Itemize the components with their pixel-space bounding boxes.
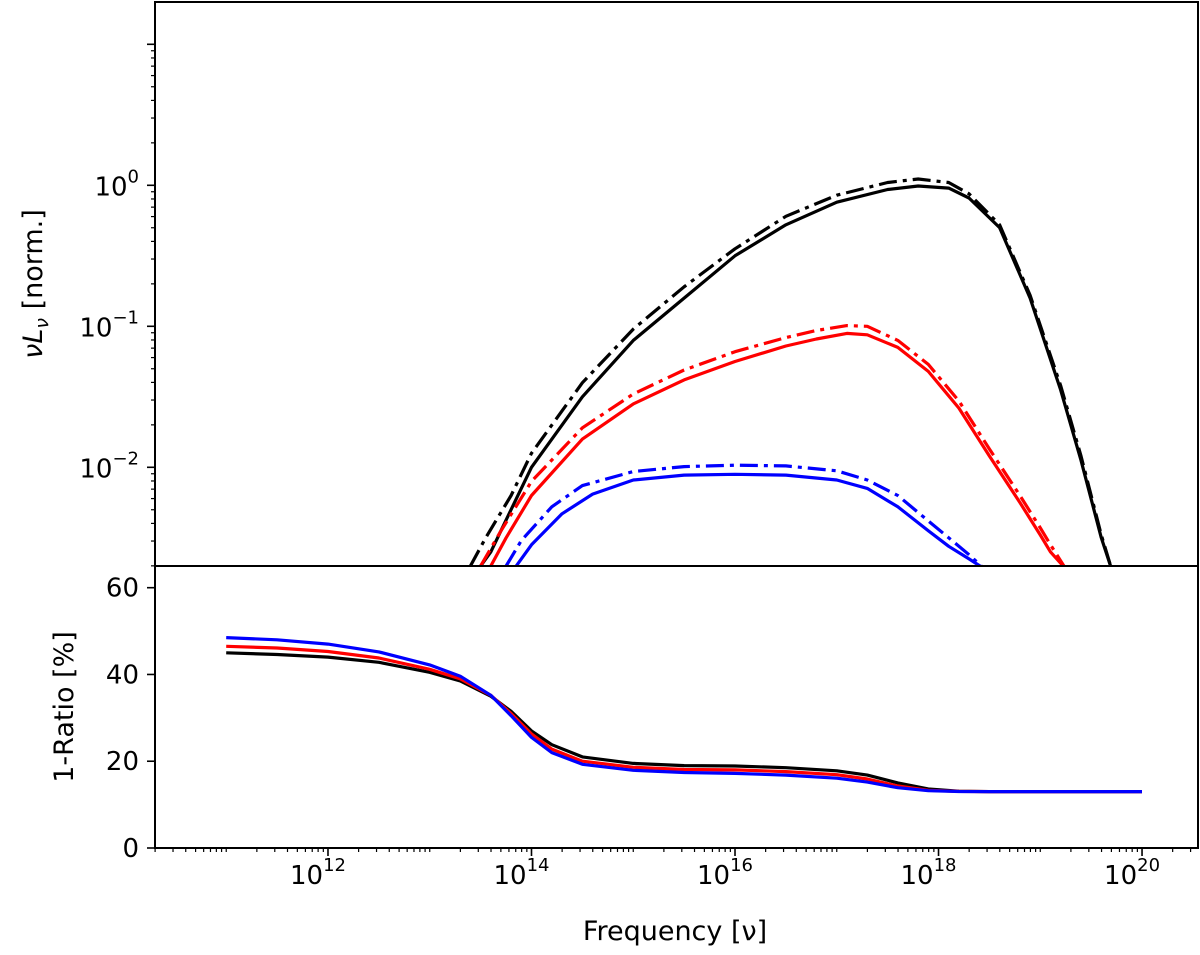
x-axis-label: Frequency [ν] (583, 916, 767, 947)
top-panel-frame (154, 1, 1199, 567)
x-tick-label: 1016 (697, 855, 753, 891)
top-series-line (514, 472, 983, 566)
bottom-panel-frame (154, 565, 1199, 849)
bottom-series-group (226, 636, 1142, 794)
x-tick-label: 1018 (901, 855, 957, 891)
top-y-label-sub: ν (31, 318, 53, 329)
top-series-line (479, 324, 1066, 566)
top-y-tick-label: 10−1 (79, 307, 139, 343)
x-tick-label: 1012 (290, 855, 346, 891)
bottom-y-tick-label: 0 (122, 834, 139, 864)
bottom-y-tick-label: 60 (106, 574, 139, 604)
x-tick-label: 1020 (1104, 855, 1160, 891)
bottom-ticks: 0 20 40 60 1012 1014 1016 1018 1020 (106, 574, 1192, 891)
top-y-ticks: 100 10−1 10−2 (79, 43, 155, 567)
top-series-group (468, 177, 1113, 566)
top-series-line (468, 177, 1113, 566)
top-y-label-suffix: [norm.] (18, 209, 49, 318)
top-panel: 100 10−1 10−2 νLν [norm.] (18, 1, 1199, 567)
top-series-line (479, 184, 1113, 566)
top-y-label-main: νL (18, 329, 49, 359)
bottom-y-tick-label: 40 (106, 660, 139, 690)
top-series-line (489, 331, 1066, 566)
bottom-series-line (226, 644, 1142, 794)
x-tick-label: 1014 (493, 855, 549, 891)
bottom-y-axis-label: 1-Ratio [%] (49, 631, 80, 783)
bottom-y-tick-label: 20 (106, 747, 139, 777)
bottom-series-line (226, 636, 1142, 794)
top-series-line (504, 463, 984, 566)
top-y-tick-label: 10−2 (79, 448, 139, 484)
top-y-axis-label: νLν [norm.] (18, 209, 53, 359)
top-y-tick-label: 100 (94, 166, 139, 202)
